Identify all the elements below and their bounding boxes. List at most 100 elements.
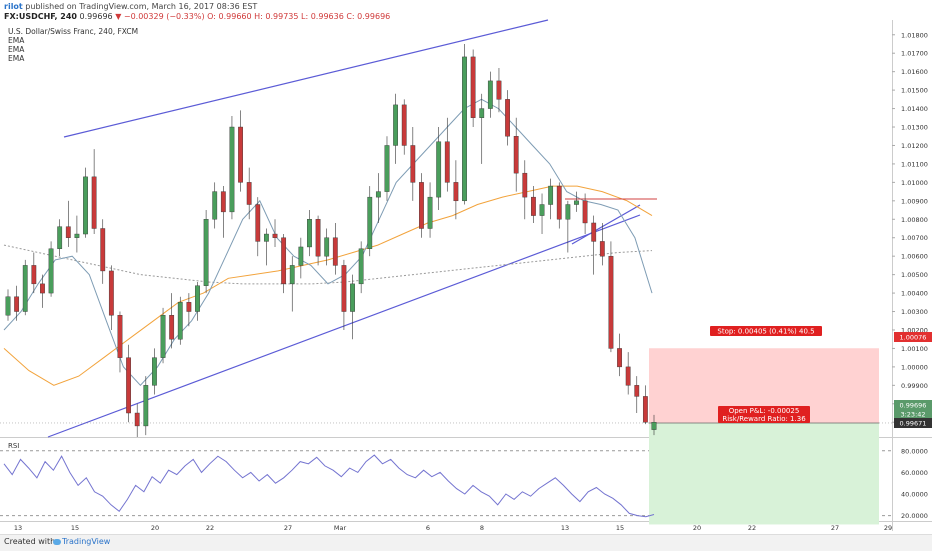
price-tick-label: 1.01400 bbox=[901, 105, 928, 113]
candle-body bbox=[522, 172, 528, 198]
last-price-tag: 0.99696 bbox=[900, 402, 927, 410]
publish-info: published on TradingView.com, March 16, … bbox=[25, 2, 258, 11]
candle-body bbox=[393, 104, 398, 146]
candle-body bbox=[160, 315, 166, 358]
candle-body bbox=[22, 265, 28, 312]
candle-body bbox=[272, 233, 278, 238]
price-tick-label: 1.01700 bbox=[901, 50, 928, 58]
channel-upper-line bbox=[63, 19, 549, 138]
time-tick-label: 20 bbox=[693, 524, 701, 532]
publish-line: rilot published on TradingView.com, Marc… bbox=[4, 2, 257, 11]
candle-body bbox=[126, 357, 131, 414]
candle-body bbox=[100, 228, 106, 272]
price-tick-label: 1.00100 bbox=[901, 345, 928, 353]
countdown-tag: 3:23:42 bbox=[900, 411, 925, 419]
candle-body bbox=[410, 145, 416, 183]
price-tick-label: 1.01500 bbox=[901, 87, 928, 95]
candle-body bbox=[479, 108, 485, 118]
ema-slow-line bbox=[3, 244, 653, 285]
stop-label: Stop: 0.00405 (0.41%) 40.5 bbox=[717, 328, 814, 336]
candle-body bbox=[57, 226, 63, 249]
ohlc-values: O: 0.99660 H: 0.99735 L: 0.99636 C: 0.99… bbox=[207, 12, 391, 21]
candle-body bbox=[152, 357, 157, 386]
candle-body bbox=[419, 182, 424, 229]
pnl-label: Open P&L: -0.00025 bbox=[729, 407, 800, 415]
low-price-tag: 0.99671 bbox=[900, 420, 927, 428]
candle-body bbox=[212, 191, 218, 220]
time-tick-label: 6 bbox=[426, 524, 430, 532]
pnl-box bbox=[718, 406, 810, 423]
time-tick-label: 13 bbox=[561, 524, 569, 532]
candle-body bbox=[238, 126, 243, 183]
rsi-tick-label: 20.0000 bbox=[901, 512, 928, 520]
candle-body bbox=[539, 204, 545, 216]
price-tick-label: 1.01800 bbox=[901, 31, 928, 39]
last-price-tag-bg bbox=[894, 400, 932, 410]
candle-body bbox=[332, 237, 338, 266]
candle-body bbox=[229, 126, 235, 213]
candle-body bbox=[186, 302, 192, 312]
candle-body bbox=[83, 176, 88, 235]
stop-price-tag-bg bbox=[894, 332, 932, 342]
candle-body bbox=[169, 315, 175, 340]
tradingview-brand[interactable]: TradingView bbox=[62, 537, 111, 546]
candle-body bbox=[384, 145, 390, 192]
candle-body bbox=[264, 233, 269, 242]
candle-body bbox=[177, 302, 183, 340]
time-tick-label: 22 bbox=[748, 524, 756, 532]
candle-body bbox=[599, 241, 605, 257]
time-tick-label: 15 bbox=[71, 524, 79, 532]
price-tick-label: 0.99900 bbox=[901, 382, 928, 390]
stop-label-bg bbox=[710, 326, 822, 336]
candle-body bbox=[375, 191, 381, 198]
candle-body bbox=[582, 200, 588, 224]
channel-break-line bbox=[571, 204, 641, 245]
candle-body bbox=[5, 296, 11, 316]
ema-legend-2: EMA bbox=[8, 45, 25, 54]
series-title: U.S. Dollar/Swiss Franc, 240, FXCM bbox=[8, 27, 139, 36]
price-change: ▼ −0.00329 (−0.33%) bbox=[115, 12, 205, 21]
candle-body bbox=[74, 233, 80, 238]
candle-body bbox=[255, 204, 261, 242]
rsi-title: RSI bbox=[8, 442, 19, 450]
rsi-tick-label: 80.0000 bbox=[901, 447, 928, 455]
price-tick-label: 1.01100 bbox=[901, 160, 928, 168]
rsi-tick-label: 60.0000 bbox=[901, 469, 928, 477]
candle-body bbox=[91, 176, 97, 229]
candle-body bbox=[324, 237, 330, 257]
candle-body bbox=[14, 296, 20, 312]
price-chart[interactable]: 1.01800 1.01700 1.01600 1.01500 1.01400 1.013… bbox=[0, 0, 932, 534]
time-tick-label: Mar bbox=[334, 524, 347, 532]
price-tick-label: 1.00900 bbox=[901, 197, 928, 205]
price-tick-label: 1.01600 bbox=[901, 68, 928, 76]
candle-body bbox=[513, 136, 519, 174]
candle-body bbox=[462, 56, 467, 202]
time-tick-label: 29 bbox=[884, 524, 892, 532]
time-tick-label: 27 bbox=[831, 524, 839, 532]
time-tick-label: 8 bbox=[480, 524, 484, 532]
time-tick-label: 20 bbox=[151, 524, 159, 532]
candle-body bbox=[617, 348, 622, 368]
candle-body bbox=[401, 104, 407, 146]
candle-body bbox=[496, 80, 502, 100]
candle-body bbox=[315, 219, 321, 257]
candle-body bbox=[625, 366, 631, 386]
time-tick-label: 22 bbox=[206, 524, 214, 532]
candle-body bbox=[281, 237, 287, 285]
candle-body bbox=[591, 222, 597, 242]
candle-body bbox=[143, 385, 149, 427]
candle-body bbox=[134, 412, 140, 427]
countdown-tag-bg bbox=[894, 409, 932, 419]
author-link[interactable]: rilot bbox=[4, 2, 23, 11]
price-tick-label: 1.00000 bbox=[901, 363, 928, 371]
stop-price-tag: 1.00076 bbox=[900, 334, 927, 342]
candle-body bbox=[246, 182, 252, 205]
candle-body bbox=[203, 219, 209, 286]
price-tick-label: 1.00300 bbox=[901, 308, 928, 316]
candle-body bbox=[642, 396, 648, 423]
low-price-tag-bg bbox=[894, 418, 932, 428]
candle-body bbox=[40, 283, 45, 294]
rsi-tick-label: 40.0000 bbox=[901, 491, 928, 499]
ema-mid-line bbox=[3, 185, 653, 386]
target-zone bbox=[649, 422, 879, 525]
